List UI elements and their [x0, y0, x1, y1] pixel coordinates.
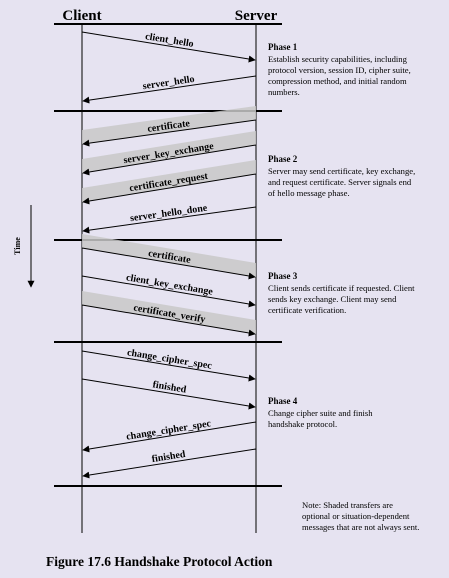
message-label: change_cipher_spec [125, 418, 212, 443]
note-line: Note: Shaded transfers are [302, 500, 393, 510]
phase-description-line: certificate verification. [268, 305, 346, 315]
message-arrow-server-finished [82, 448, 257, 479]
message-arrow-server-key-exchange [82, 144, 257, 176]
message-shade [82, 234, 256, 277]
message-shade [82, 160, 256, 202]
note-line: optional or situation-dependent [302, 511, 410, 521]
phase-description-line: compression method, and initial random [268, 76, 407, 86]
phase-description-line: and request certificate. Server signals … [268, 177, 412, 187]
message-arrow-client-finished [81, 378, 256, 410]
phase-description-line: protocol version, session ID, cipher sui… [268, 65, 411, 75]
message-label: server_key_exchange [123, 141, 215, 166]
phase-title: Phase 2 [268, 154, 298, 164]
message-label: server_hello_done [129, 203, 208, 225]
message-shade [82, 106, 256, 144]
message-label: finished [151, 449, 187, 465]
messages-group: client_hello server_hello certificate se… [81, 31, 257, 479]
message-arrow-server-hello [82, 75, 257, 104]
phase-4-block: Phase 4 Change cipher suite and finish h… [268, 396, 373, 429]
message-arrow-client-change-cipher-spec [81, 350, 256, 382]
message-shade [82, 131, 256, 173]
phase-description-line: of hello message phase. [268, 188, 350, 198]
phase-description-line: Client sends certificate if requested. C… [268, 283, 415, 293]
phase-description-line: handshake protocol. [268, 419, 337, 429]
message-arrow-certificate-verify [81, 304, 256, 337]
phase-description-line: Establish security capabilities, includi… [268, 54, 408, 64]
phase-title: Phase 1 [268, 42, 298, 52]
message-label: certificate [147, 248, 192, 266]
phase-title: Phase 3 [268, 271, 298, 281]
message-label: server_hello [142, 74, 195, 92]
phase-description-line: numbers. [268, 87, 300, 97]
message-arrow-client-hello [81, 31, 256, 63]
message-arrow-server-certificate [82, 119, 257, 147]
message-arrow-server-change-cipher-spec [82, 421, 257, 453]
phase-3-block: Phase 3 Client sends certificate if requ… [268, 271, 415, 315]
phase-2-block: Phase 2 Server may send certificate, key… [268, 154, 415, 198]
message-label: client_key_exchange [125, 272, 214, 297]
phase-title: Phase 4 [268, 396, 298, 406]
client-header: Client [62, 8, 101, 24]
phase-description-line: Change cipher suite and finish [268, 408, 373, 418]
message-arrow-server-hello-done [82, 206, 257, 234]
message-arrow-client-certificate [81, 247, 256, 280]
message-label: change_cipher_spec [126, 347, 213, 372]
message-arrow-certificate-request [82, 173, 257, 205]
message-arrow-client-key-exchange [81, 275, 256, 308]
message-shade [82, 291, 256, 334]
note-block: Note: Shaded transfers are optional or s… [302, 500, 419, 532]
message-label: client_hello [144, 31, 194, 50]
phase-description-line: Server may send certificate, key exchang… [268, 166, 415, 176]
time-label: Time [13, 237, 22, 255]
figure-caption: Figure 17.6 Handshake Protocol Action [46, 554, 273, 569]
note-line: messages that are not always sent. [302, 522, 419, 532]
server-header: Server [235, 8, 278, 24]
message-label: finished [152, 379, 188, 395]
phase-description-line: sends key exchange. Client may send [268, 294, 397, 304]
phase-1-block: Phase 1 Establish security capabilities,… [268, 42, 411, 97]
